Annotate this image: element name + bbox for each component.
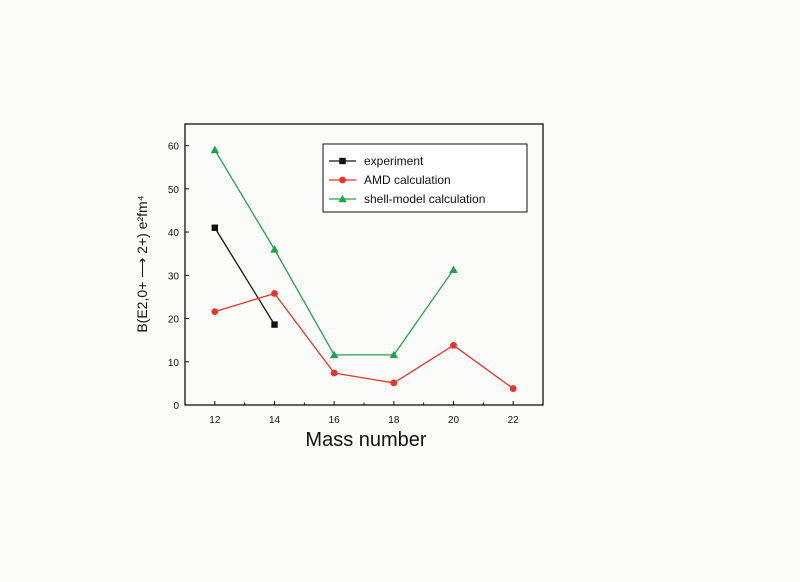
legend-label: shell-model calculation	[364, 192, 485, 206]
x-tick-label: 22	[508, 415, 520, 426]
series-experiment	[211, 224, 278, 328]
y-tick-label: 30	[168, 271, 180, 282]
data-point	[211, 224, 219, 231]
series-shell-model-calculation	[210, 145, 458, 359]
data-point	[389, 350, 399, 359]
x-axis-label: Mass number	[305, 429, 426, 451]
x-tick-label: 14	[269, 415, 281, 426]
y-tick-label: 10	[168, 358, 180, 369]
y-tick-label: 60	[168, 142, 180, 153]
data-point	[390, 379, 398, 387]
data-point	[330, 369, 338, 377]
legend: experiment AMD calculation shell-model cal…	[322, 143, 528, 213]
series-amd-calculation	[211, 290, 517, 392]
x-tick-label: 16	[329, 415, 341, 426]
data-point	[450, 341, 457, 349]
data-point	[271, 321, 278, 328]
y-axis-label: B(E2,0+ ⟶ 2+) e²fm⁴	[134, 195, 150, 332]
y-tick-label: 0	[173, 401, 179, 412]
data-point	[270, 245, 279, 253]
legend-marker	[339, 176, 346, 184]
legend-marker	[338, 194, 347, 203]
x-tick-label: 18	[388, 415, 400, 426]
y-tick-label: 40	[168, 228, 180, 239]
x-tick-label: 20	[448, 415, 460, 426]
data-point	[449, 265, 458, 273]
data-point	[210, 145, 220, 154]
series-line	[214, 227, 276, 325]
y-tick-label: 20	[168, 315, 180, 326]
x-tick-label: 12	[209, 415, 221, 426]
data-point	[211, 308, 219, 316]
ticks-layer: 0 10 20 30 40 50 60 12 14 16 18 20 22	[168, 142, 544, 426]
series-line	[214, 292, 514, 390]
legend-marker	[339, 157, 346, 165]
data-point	[329, 350, 339, 359]
legend-label: AMD calculation	[364, 173, 451, 187]
legend-label: experiment	[364, 154, 424, 168]
legend-box	[322, 143, 528, 213]
y-tick-label: 50	[168, 185, 180, 196]
data-point	[271, 290, 278, 297]
data-point	[509, 385, 517, 392]
series-layer	[210, 145, 517, 392]
